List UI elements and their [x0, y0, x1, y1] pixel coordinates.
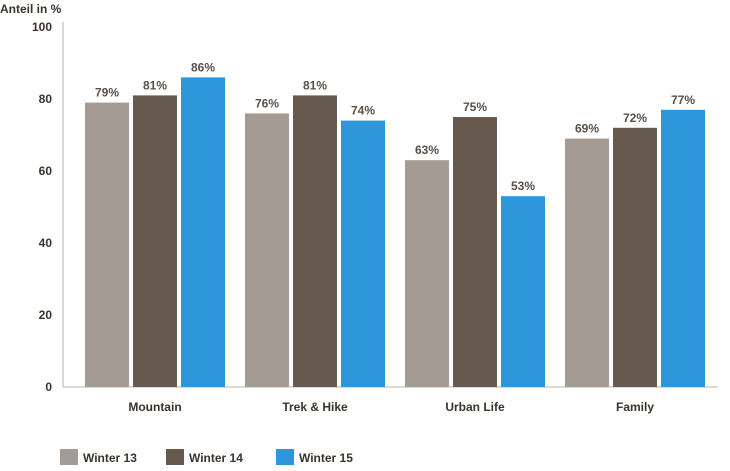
y-axis-label: Anteil in %: [0, 2, 62, 16]
legend-swatch: [276, 449, 294, 465]
y-tick-label: 0: [45, 380, 52, 394]
category-label: Urban Life: [445, 400, 505, 414]
bar: [245, 113, 289, 388]
data-labels-group: 79% 81% 86% 76% 81% 74% 63% 75% 53% 69% 72% 77%: [95, 60, 695, 193]
data-label: 69%: [575, 122, 599, 136]
legend-swatch: [60, 449, 78, 465]
bar: [405, 160, 449, 387]
data-label: 53%: [511, 179, 535, 193]
y-tick-label: 60: [39, 164, 53, 178]
y-tick-label: 100: [32, 20, 52, 34]
data-label: 79%: [95, 86, 119, 100]
data-label: 81%: [303, 78, 327, 92]
legend-label: Winter 15: [299, 451, 353, 465]
legend-label: Winter 13: [83, 451, 137, 465]
category-label: Family: [616, 400, 654, 414]
bars-group: [85, 77, 705, 388]
bar: [613, 127, 657, 388]
bar: [133, 95, 177, 388]
data-label: 77%: [671, 93, 695, 107]
data-label: 76%: [255, 96, 279, 110]
bar: [341, 120, 385, 387]
data-label: 75%: [463, 100, 487, 114]
y-axis-ticks: 0 20 40 60 80 100: [32, 20, 52, 394]
data-label: 86%: [191, 60, 215, 74]
data-label: 81%: [143, 78, 167, 92]
bar: [501, 196, 545, 387]
y-tick-label: 20: [39, 308, 53, 322]
category-label: Trek & Hike: [282, 400, 348, 414]
legend: Winter 13 Winter 14 Winter 15: [60, 449, 353, 465]
category-labels-group: Mountain Trek & Hike Urban Life Family: [128, 400, 654, 414]
bar: [85, 102, 129, 387]
y-tick-label: 40: [39, 236, 53, 250]
bar: [453, 117, 497, 387]
legend-label: Winter 14: [189, 451, 243, 465]
category-label: Mountain: [128, 400, 181, 414]
bar: [181, 77, 225, 388]
legend-swatch: [166, 449, 184, 465]
bar: [661, 109, 705, 388]
bar: [565, 138, 609, 387]
bar: [293, 95, 337, 388]
data-label: 72%: [623, 111, 647, 125]
y-tick-label: 80: [39, 92, 53, 106]
data-label: 74%: [351, 104, 375, 118]
data-label: 63%: [415, 143, 439, 157]
